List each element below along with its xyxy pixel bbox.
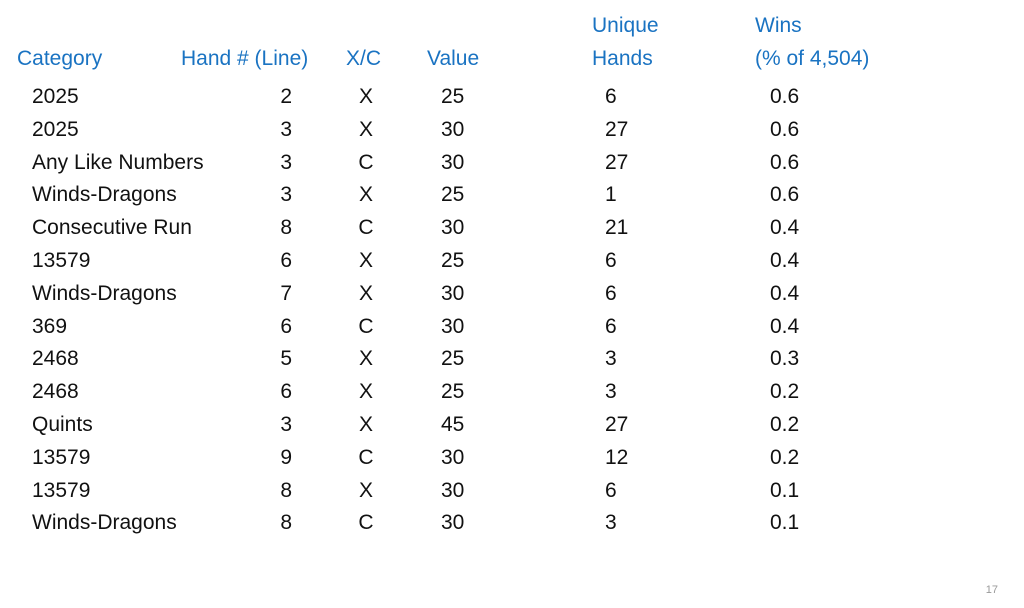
- category-cell: Winds-Dragons: [32, 281, 177, 305]
- x-c-cell: X: [358, 117, 373, 141]
- unique-hands-cell: 6: [605, 478, 617, 502]
- column-header: Wins: [755, 14, 802, 37]
- wins-cell: 0.4: [770, 216, 800, 240]
- value-cell: 30: [441, 445, 465, 469]
- hand-line-cell: 8: [280, 478, 292, 502]
- category-cell: 13579: [32, 445, 91, 469]
- value-cell: 25: [441, 249, 465, 272]
- value-cell: 30: [441, 216, 465, 240]
- hand-line-cell: 7: [280, 281, 292, 305]
- unique-hands-cell: 12: [605, 445, 629, 469]
- value-cell: 45: [441, 413, 465, 436]
- hand-line-cell: 6: [280, 314, 292, 338]
- category-cell: 369: [32, 314, 68, 338]
- unique-hands-cell: 21: [605, 216, 629, 240]
- unique-hands-cell: 6: [605, 281, 617, 305]
- wins-cell: 0.4: [770, 281, 800, 305]
- wins-cell: 0.6: [770, 183, 800, 207]
- x-c-cell: X: [358, 85, 373, 108]
- unique-hands-cell: 6: [605, 249, 617, 272]
- unique-hands-cell: 6: [605, 85, 617, 108]
- wins-cell: 0.4: [770, 314, 800, 338]
- column-header: Hand # (Line): [181, 47, 309, 70]
- column-header: Value: [427, 47, 480, 70]
- category-cell: 2468: [32, 347, 79, 371]
- column-header: Unique: [592, 14, 659, 37]
- hand-line-cell: 3: [280, 183, 292, 207]
- x-c-cell: X: [358, 478, 373, 502]
- hand-line-cell: 8: [280, 216, 292, 240]
- x-c-cell: X: [358, 281, 373, 305]
- category-cell: 13579: [32, 478, 91, 502]
- hand-line-cell: 3: [280, 150, 292, 174]
- wins-cell: 0.2: [770, 413, 800, 436]
- unique-hands-cell: 1: [605, 183, 617, 207]
- x-c-cell: X: [358, 249, 373, 272]
- x-c-cell: C: [358, 445, 374, 469]
- column-header: (% of 4,504): [755, 47, 870, 70]
- value-cell: 30: [441, 511, 465, 535]
- category-cell: Quints: [32, 413, 93, 436]
- hand-line-cell: 8: [280, 511, 292, 535]
- x-c-cell: X: [358, 183, 373, 207]
- wins-cell: 0.1: [770, 511, 800, 535]
- wins-cell: 0.6: [770, 150, 800, 174]
- x-c-cell: C: [358, 150, 374, 174]
- unique-hands-cell: 3: [605, 380, 617, 404]
- unique-hands-cell: 27: [605, 150, 629, 174]
- unique-hands-cell: 6: [605, 314, 617, 338]
- hand-line-cell: 3: [280, 117, 292, 141]
- wins-cell: 0.1: [770, 478, 800, 502]
- wins-cell: 0.2: [770, 445, 800, 469]
- x-c-cell: C: [358, 511, 374, 535]
- wins-cell: 0.4: [770, 249, 800, 272]
- category-cell: 2025: [32, 85, 79, 108]
- x-c-cell: C: [358, 216, 374, 240]
- category-cell: Any Like Numbers: [32, 150, 204, 174]
- x-c-cell: C: [358, 314, 374, 338]
- category-cell: 2025: [32, 117, 79, 141]
- value-cell: 25: [441, 183, 465, 207]
- column-header: Hands: [592, 47, 653, 70]
- hand-line-cell: 6: [280, 380, 292, 404]
- column-header: Category: [17, 47, 103, 70]
- wins-cell: 0.3: [770, 347, 800, 371]
- hand-line-cell: 9: [280, 445, 292, 469]
- column-header: X/C: [346, 47, 382, 70]
- wins-cell: 0.6: [770, 85, 800, 108]
- value-cell: 30: [441, 281, 465, 305]
- value-cell: 30: [441, 150, 465, 174]
- value-cell: 30: [441, 117, 465, 141]
- category-cell: Consecutive Run: [32, 216, 192, 240]
- unique-hands-cell: 27: [605, 117, 629, 141]
- unique-hands-cell: 27: [605, 413, 629, 436]
- category-cell: Winds-Dragons: [32, 511, 177, 535]
- unique-hands-cell: 3: [605, 511, 617, 535]
- x-c-cell: X: [358, 347, 373, 371]
- value-cell: 30: [441, 478, 465, 502]
- value-cell: 25: [441, 85, 465, 108]
- unique-hands-cell: 3: [605, 347, 617, 371]
- hand-line-cell: 5: [280, 347, 292, 371]
- hand-line-cell: 6: [280, 249, 292, 272]
- x-c-cell: X: [358, 413, 373, 436]
- wins-cell: 0.6: [770, 117, 800, 141]
- wins-cell: 0.2: [770, 380, 800, 404]
- hand-line-cell: 2: [280, 85, 292, 108]
- value-cell: 25: [441, 380, 465, 404]
- x-c-cell: X: [358, 380, 373, 404]
- category-cell: 13579: [32, 249, 91, 272]
- category-cell: 2468: [32, 380, 79, 404]
- value-cell: 25: [441, 347, 465, 371]
- page-number: 17: [985, 584, 998, 596]
- hand-line-cell: 3: [280, 413, 292, 436]
- category-cell: Winds-Dragons: [32, 183, 177, 207]
- value-cell: 30: [441, 314, 465, 338]
